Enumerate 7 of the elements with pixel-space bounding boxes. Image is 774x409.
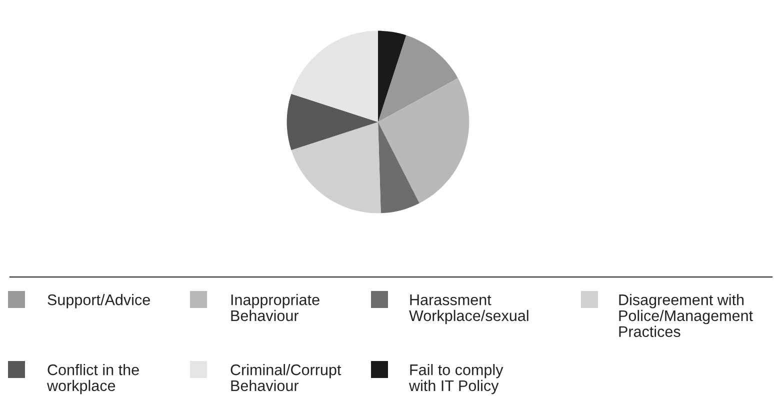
- legend-label: Support/Advice: [48, 294, 150, 308]
- legend-label: Disagreement with Police/Management Practices: [619, 294, 753, 338]
- legend-label: Fail to comply with IT Policy: [408, 364, 504, 394]
- legend-label: Inappropriate Behaviour: [231, 294, 320, 322]
- legend-label: Harassment Workplace/sexual: [409, 294, 528, 324]
- legend-label: Conflict in the workplace: [46, 364, 139, 394]
- legend-label: Criminal/Corrupt Behaviour: [230, 364, 342, 392]
